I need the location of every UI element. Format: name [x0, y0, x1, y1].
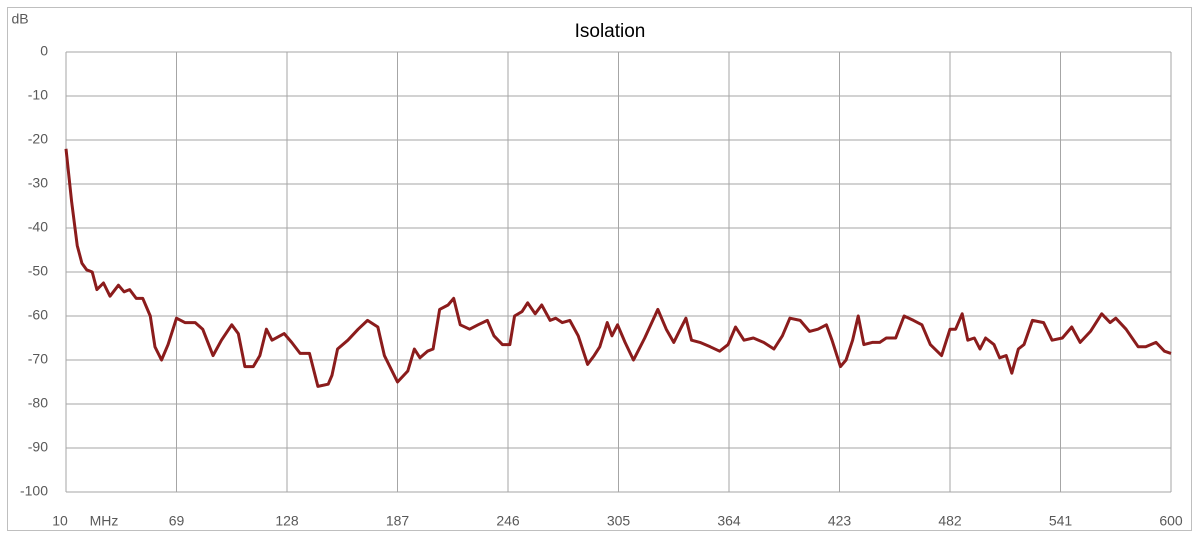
y-tick-label: -10: [28, 87, 48, 103]
x-tick-label: 600: [1159, 513, 1183, 529]
y-tick-label: -80: [28, 395, 48, 411]
x-tick-label: 69: [169, 513, 185, 529]
y-tick-label: -40: [28, 219, 48, 235]
x-tick-label: 364: [717, 513, 741, 529]
x-tick-label: 187: [386, 513, 410, 529]
y-tick-label: -30: [28, 175, 48, 191]
chart-border: [7, 7, 1192, 531]
x-tick-label: 10: [52, 513, 68, 529]
x-tick-label: 246: [496, 513, 520, 529]
y-tick-label: -100: [20, 483, 48, 499]
x-tick-label: 541: [1049, 513, 1073, 529]
x-tick-label: 482: [938, 513, 962, 529]
y-tick-label: -20: [28, 131, 48, 147]
x-axis-label: MHz: [90, 513, 119, 529]
y-tick-label: -90: [28, 439, 48, 455]
data-line: [64, 148, 1172, 388]
y-axis-label: dB: [11, 11, 28, 27]
x-tick-label: 128: [275, 513, 299, 529]
x-tick-label: 423: [828, 513, 852, 529]
x-tick-label: 305: [607, 513, 631, 529]
y-tick-label: -50: [28, 263, 48, 279]
y-tick-label: 0: [40, 43, 48, 59]
chart-title: Isolation: [575, 21, 646, 42]
y-tick-label: -70: [28, 351, 48, 367]
y-tick-label: -60: [28, 307, 48, 323]
